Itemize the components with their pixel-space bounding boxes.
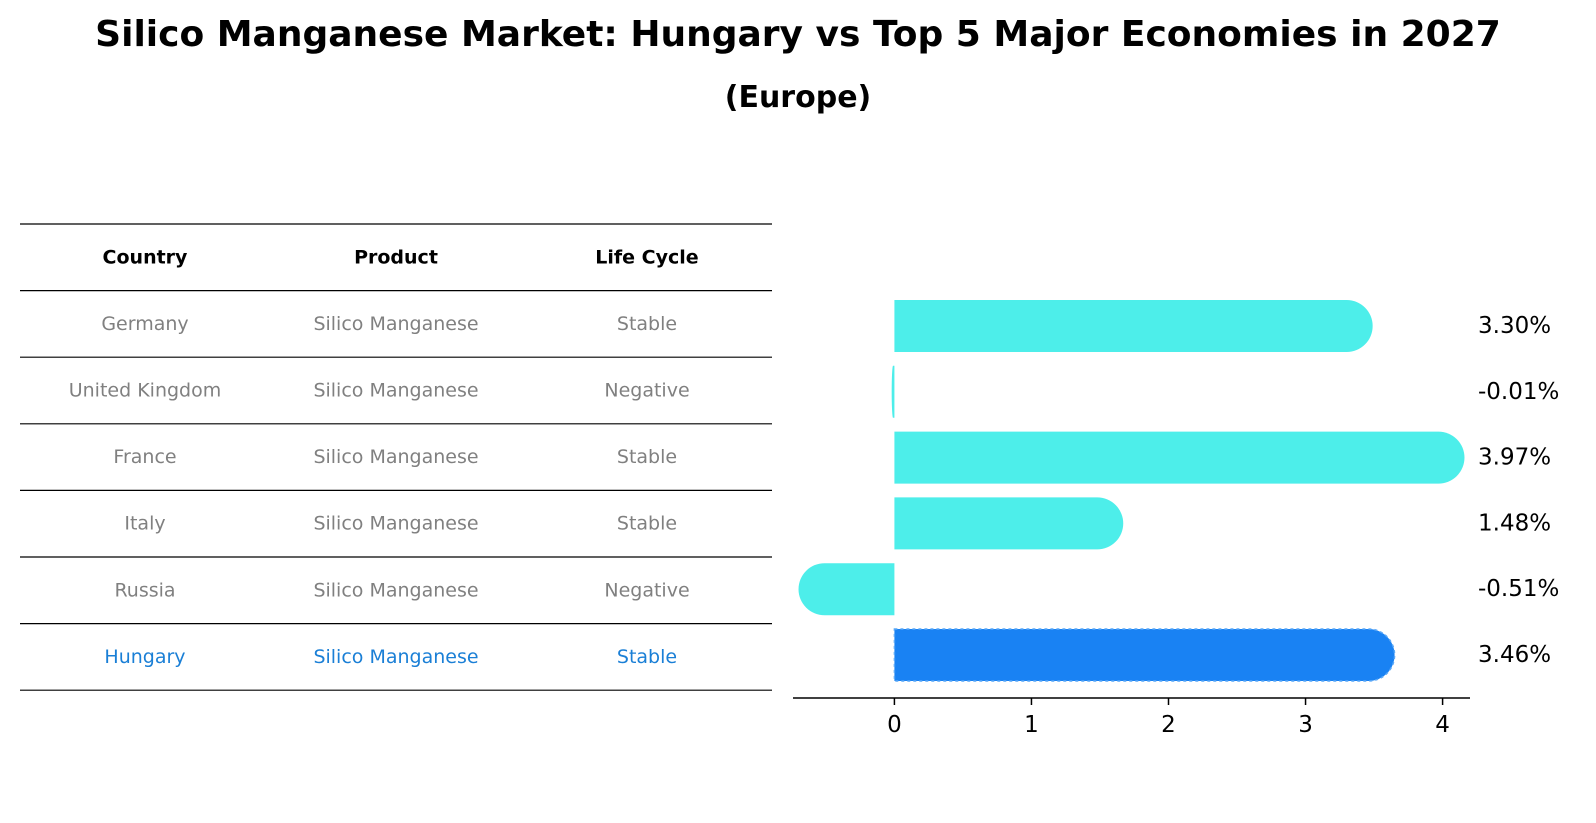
- bar-russia: [798, 563, 895, 616]
- table-header-cell: Product: [354, 246, 438, 268]
- table-cell: Negative: [604, 579, 689, 601]
- table-cell: United Kingdom: [69, 380, 222, 402]
- table-cell: Russia: [114, 579, 175, 601]
- data-label: 3.46%: [1478, 642, 1551, 668]
- table-header-cell: Life Cycle: [595, 246, 698, 268]
- table-cell: Silico Manganese: [313, 313, 478, 335]
- table-cell: Stable: [617, 446, 677, 468]
- data-label: 3.30%: [1478, 313, 1551, 339]
- bar-hungary: [893, 628, 1396, 682]
- table-cell: Stable: [617, 313, 677, 335]
- table-cell: Stable: [617, 646, 677, 668]
- bar-chart: 3.30% -0.01% 3.97% 1.48% -0.51% 3.46% 0 1 2 3 4: [793, 300, 1559, 738]
- table-cell: Stable: [617, 513, 677, 535]
- bar-united-kingdom: [891, 365, 895, 418]
- table-cell: Silico Manganese: [313, 380, 478, 402]
- table-cell: Germany: [101, 313, 188, 335]
- bar-italy: [894, 497, 1124, 550]
- table-cell: Silico Manganese: [313, 646, 478, 668]
- chart-subtitle: (Europe): [724, 80, 872, 115]
- bar-france: [894, 431, 1465, 484]
- x-tick-label: 1: [1024, 712, 1039, 738]
- table-cell: Silico Manganese: [313, 446, 478, 468]
- table-cell: France: [113, 446, 176, 468]
- x-tick-label: 3: [1298, 712, 1313, 738]
- table-cell: Negative: [604, 380, 689, 402]
- table-cell: Italy: [124, 513, 165, 535]
- data-label: -0.51%: [1478, 576, 1559, 602]
- table-header-cell: Country: [103, 246, 189, 268]
- table-cell: Silico Manganese: [313, 513, 478, 535]
- data-table: Country Product Life Cycle Germany Silico Ma…: [20, 223, 772, 691]
- bar-germany: [894, 300, 1373, 352]
- table-cell: Hungary: [104, 646, 185, 668]
- table-cell: Silico Manganese: [313, 579, 478, 601]
- data-label: 3.97%: [1478, 445, 1551, 471]
- x-tick-label: 2: [1161, 712, 1176, 738]
- x-tick-label: 4: [1435, 712, 1450, 738]
- data-label: -0.01%: [1478, 379, 1559, 405]
- data-label: 1.48%: [1478, 510, 1551, 536]
- x-tick-label: 0: [887, 712, 902, 738]
- chart-title: Silico Manganese Market: Hungary vs Top …: [95, 14, 1501, 55]
